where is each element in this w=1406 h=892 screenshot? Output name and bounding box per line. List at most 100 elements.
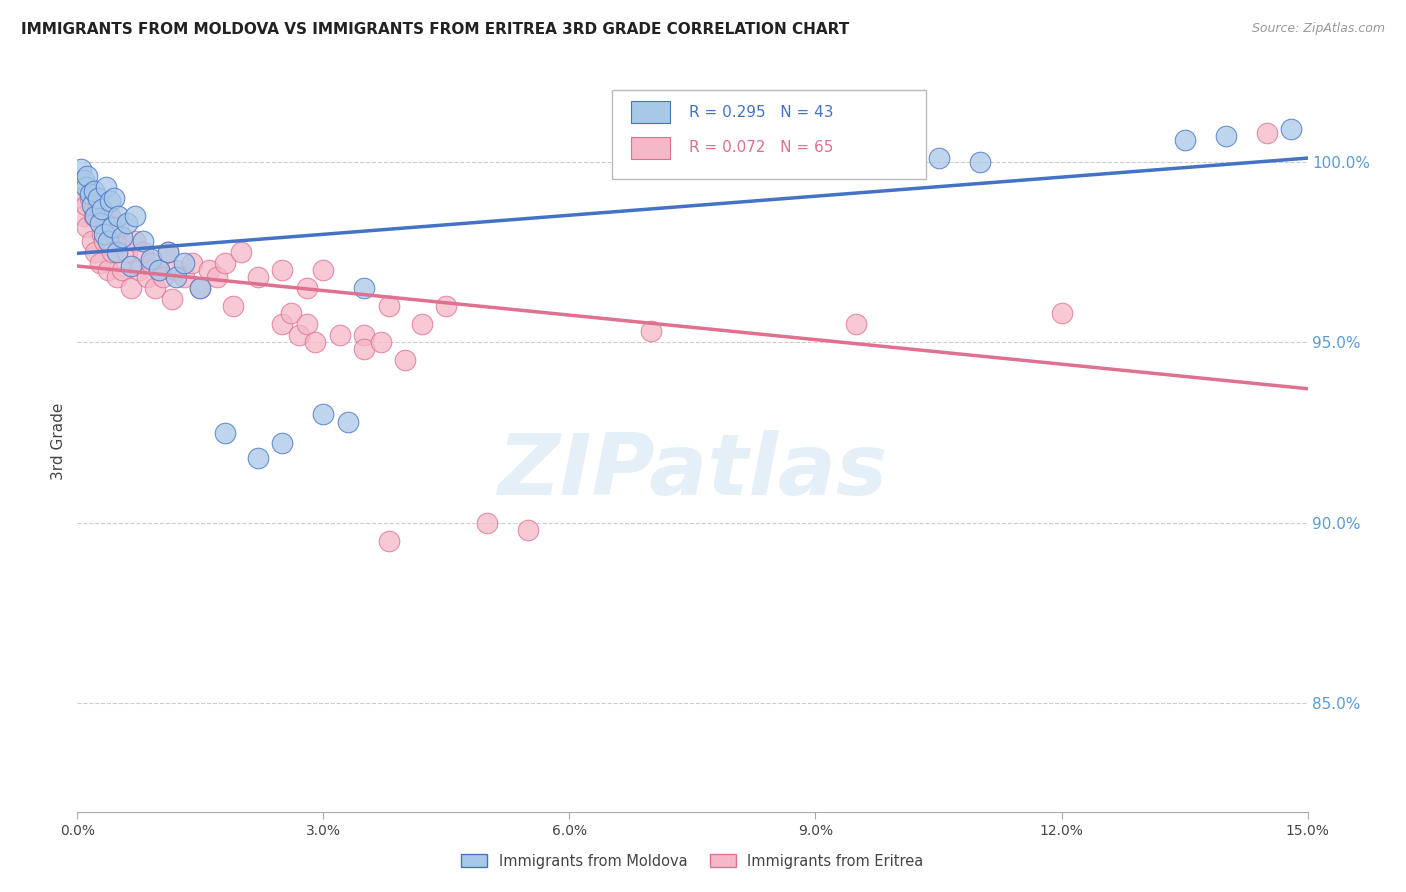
Point — [89, 216, 111, 230]
Point — [84, 209, 107, 223]
Point — [214, 256, 236, 270]
Text: R = 0.295   N = 43: R = 0.295 N = 43 — [689, 104, 834, 120]
Point — [763, 136, 786, 151]
Point — [105, 244, 128, 259]
Text: Source: ZipAtlas.com: Source: ZipAtlas.com — [1251, 22, 1385, 36]
Point — [107, 209, 129, 223]
Point — [143, 281, 166, 295]
Point — [271, 436, 294, 450]
Point — [197, 263, 219, 277]
Point — [90, 227, 114, 241]
Bar — [631, 136, 671, 159]
Point — [115, 244, 138, 259]
Point — [173, 270, 195, 285]
Point — [188, 281, 212, 295]
Point — [132, 244, 155, 259]
Point — [132, 234, 155, 248]
Point — [111, 263, 134, 277]
Point — [101, 219, 124, 234]
Point — [477, 516, 499, 530]
Point — [101, 244, 124, 259]
Point — [845, 144, 868, 158]
Point — [73, 172, 96, 186]
Point — [280, 306, 302, 320]
Point — [83, 184, 105, 198]
Point — [271, 317, 294, 331]
Point — [517, 523, 540, 537]
Point — [98, 194, 121, 209]
Point — [87, 191, 110, 205]
Point — [353, 343, 375, 357]
Point — [156, 244, 179, 259]
Point — [160, 292, 183, 306]
Text: R = 0.072   N = 65: R = 0.072 N = 65 — [689, 140, 834, 155]
Point — [94, 180, 117, 194]
Point — [312, 263, 335, 277]
Point — [111, 230, 134, 244]
Point — [148, 263, 170, 277]
Point — [1279, 122, 1302, 136]
Point — [87, 198, 110, 212]
Point — [103, 191, 125, 205]
Point — [928, 151, 950, 165]
Point — [295, 317, 318, 331]
Point — [246, 270, 269, 285]
Point — [165, 270, 187, 285]
Point — [103, 227, 125, 241]
Bar — [631, 101, 671, 123]
Point — [90, 202, 114, 216]
Point — [141, 256, 163, 270]
Point — [148, 263, 170, 277]
Point — [214, 425, 236, 440]
Point — [411, 317, 433, 331]
Point — [378, 533, 401, 548]
Point — [98, 209, 121, 223]
Legend: Immigrants from Moldova, Immigrants from Eritrea: Immigrants from Moldova, Immigrants from… — [456, 848, 929, 875]
Point — [165, 263, 187, 277]
Point — [136, 270, 159, 285]
Point — [107, 219, 129, 234]
Point — [231, 244, 253, 259]
Point — [97, 263, 120, 277]
Point — [173, 256, 195, 270]
Point — [84, 244, 107, 259]
Point — [205, 270, 228, 285]
Point — [1215, 129, 1237, 144]
Point — [394, 353, 416, 368]
Point — [156, 244, 179, 259]
Point — [75, 198, 97, 212]
Point — [70, 161, 93, 176]
Point — [124, 209, 146, 223]
Point — [1050, 306, 1073, 320]
Point — [337, 415, 360, 429]
Text: IMMIGRANTS FROM MOLDOVA VS IMMIGRANTS FROM ERITREA 3RD GRADE CORRELATION CHART: IMMIGRANTS FROM MOLDOVA VS IMMIGRANTS FR… — [21, 22, 849, 37]
Point — [89, 256, 111, 270]
Point — [181, 256, 204, 270]
Point — [82, 198, 104, 212]
Point — [82, 234, 104, 248]
Point — [370, 335, 392, 350]
Point — [97, 234, 120, 248]
Bar — [613, 90, 927, 178]
Point — [246, 450, 269, 465]
Point — [288, 328, 311, 343]
Point — [76, 219, 98, 234]
Point — [120, 260, 142, 274]
Point — [120, 281, 142, 295]
Point — [124, 234, 146, 248]
Point — [969, 154, 991, 169]
Point — [141, 252, 163, 267]
Point — [75, 180, 97, 194]
Point — [94, 216, 117, 230]
Point — [70, 191, 93, 205]
Point — [188, 281, 212, 295]
Point — [1174, 133, 1197, 147]
Point — [436, 299, 458, 313]
Point — [353, 281, 375, 295]
Point — [105, 270, 128, 285]
Point — [329, 328, 352, 343]
Point — [115, 216, 138, 230]
Point — [79, 191, 101, 205]
Point — [312, 408, 335, 422]
Point — [93, 234, 115, 248]
